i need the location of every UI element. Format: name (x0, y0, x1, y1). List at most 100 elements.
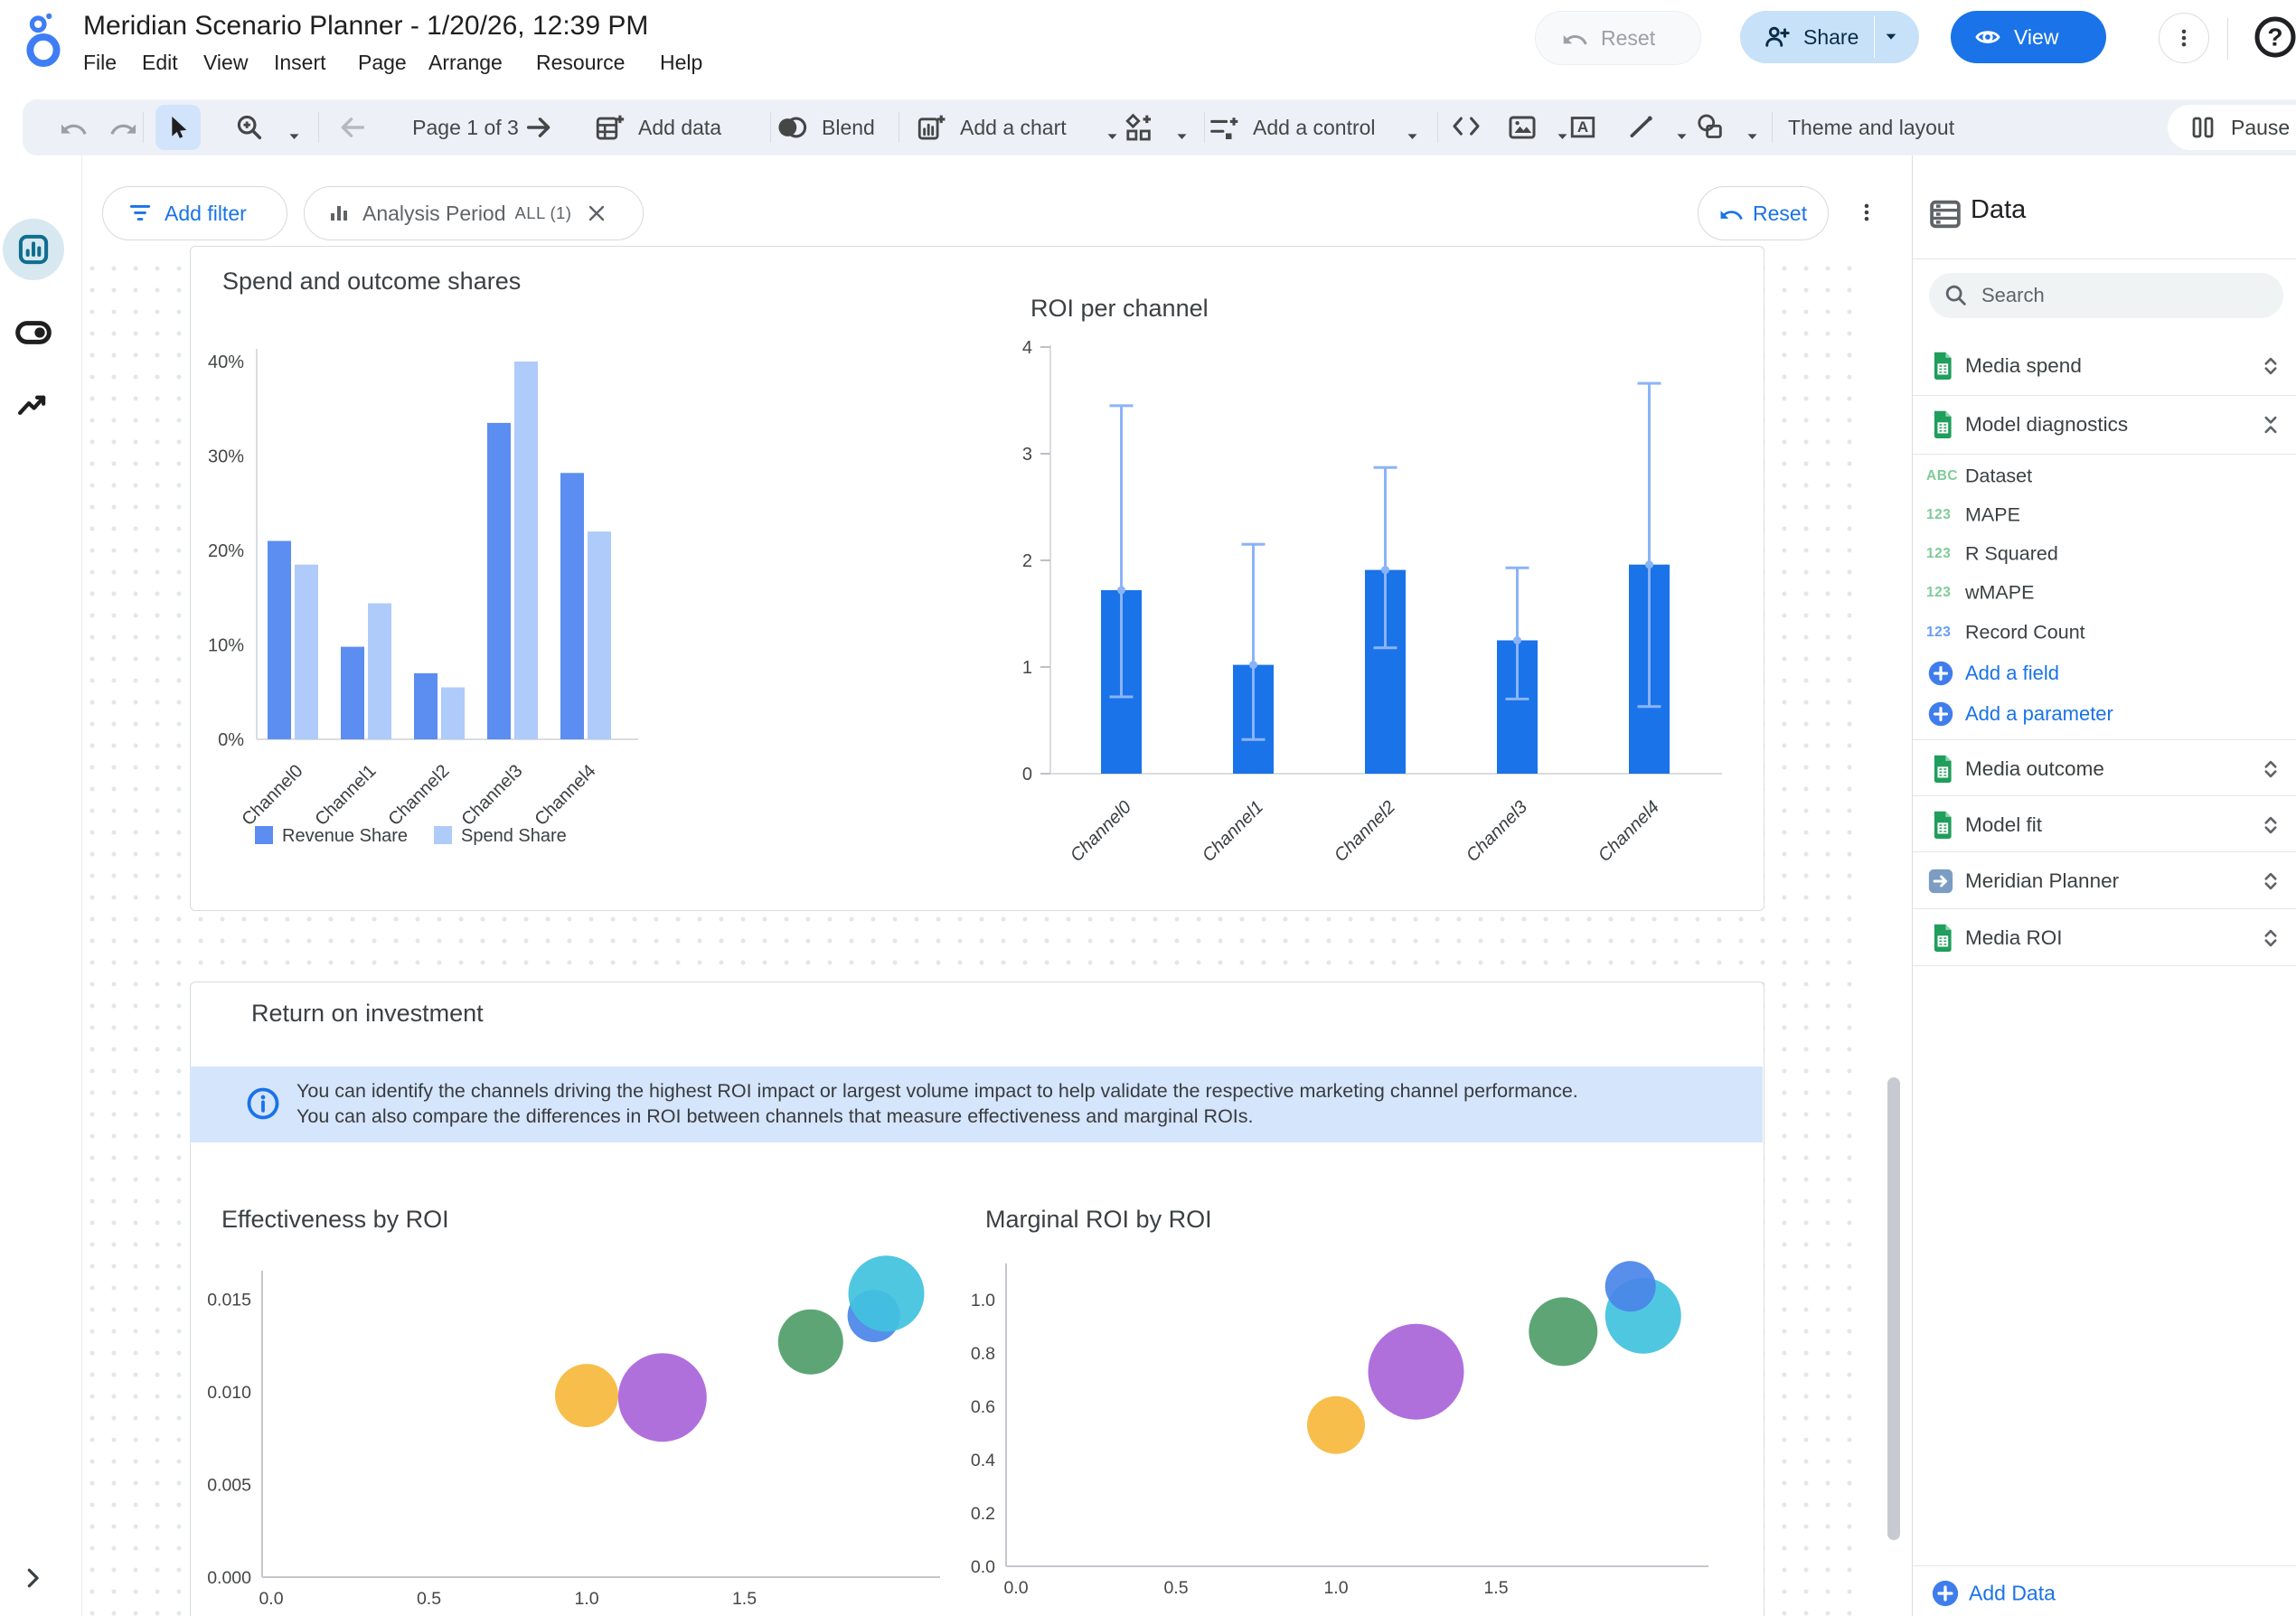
menu-view[interactable]: View (203, 51, 249, 74)
menu-insert[interactable]: Insert (274, 51, 326, 74)
chevron-down-icon[interactable] (1884, 30, 1898, 44)
three-dots-icon (1855, 201, 1878, 224)
field-wmape[interactable]: 123 wMAPE (1913, 574, 2296, 612)
add-data-icon[interactable] (594, 112, 625, 143)
prev-page-button[interactable] (337, 112, 368, 143)
analysis-period-filter-chip[interactable]: Analysis Period ALL (1) (304, 186, 644, 240)
zoom-caret-icon[interactable] (278, 121, 309, 152)
help-button[interactable]: ? (2253, 14, 2296, 60)
data-source-media-roi[interactable]: Media ROI (1913, 909, 2296, 966)
data-source-meridian-planner[interactable]: Meridian Planner (1913, 852, 2296, 909)
community-widgets-icon[interactable] (1124, 112, 1154, 143)
add-chart-icon[interactable] (916, 112, 946, 143)
add-control-button[interactable]: Add a control (1253, 116, 1376, 139)
panel-divider (1913, 454, 2296, 455)
add-a-field-button[interactable]: Add a field (1913, 653, 2296, 693)
expand-icon[interactable] (2258, 925, 2283, 951)
line-caret-icon[interactable] (1666, 121, 1697, 152)
data-source-media-spend[interactable]: Media spend (1913, 337, 2296, 394)
data-source-label: Media spend (1965, 353, 2082, 377)
connector-icon (1927, 868, 1954, 895)
add-data-button[interactable]: Add data (638, 116, 722, 139)
field-mape[interactable]: 123 MAPE (1913, 496, 2296, 534)
data-panel-title: Data (1971, 195, 2027, 224)
data-source-model-fit[interactable]: Model fit (1913, 796, 2296, 853)
text-box-icon[interactable]: A (1568, 112, 1599, 143)
header-reset-label: Reset (1601, 25, 1656, 50)
shape-caret-icon[interactable] (1736, 121, 1767, 152)
redo-button[interactable] (108, 112, 139, 143)
cursor-icon (164, 113, 193, 142)
filter-bar-more-button[interactable] (1855, 192, 1878, 233)
close-icon[interactable] (586, 202, 607, 224)
zoom-tool-button[interactable] (234, 112, 265, 143)
svg-text:?: ? (2267, 23, 2282, 52)
theme-layout-button[interactable]: Theme and layout (1788, 116, 1955, 139)
field-label: MAPE (1965, 503, 2020, 526)
header-reset-button[interactable]: Reset (1535, 11, 1701, 65)
add-chart-caret-icon[interactable] (1096, 121, 1127, 152)
toggle-icon (15, 315, 52, 351)
collapse-icon[interactable] (2258, 412, 2283, 437)
data-source-label: Media outcome (1965, 756, 2104, 780)
add-control-caret-icon[interactable] (1397, 121, 1427, 152)
chevron-right-icon (21, 1565, 46, 1591)
rail-controls-tab[interactable] (15, 315, 52, 351)
action-label: Add a field (1965, 662, 2059, 684)
rail-expand-button[interactable] (21, 1565, 46, 1591)
search-input[interactable] (1980, 283, 2254, 308)
expand-icon[interactable] (2258, 869, 2283, 894)
info-banner-text: You can identify the channels driving th… (296, 1080, 1578, 1127)
expand-icon[interactable] (2258, 813, 2283, 838)
search-box[interactable] (1929, 273, 2283, 318)
menu-arrange[interactable]: Arrange (428, 51, 503, 74)
charts-card-top[interactable] (190, 246, 1764, 911)
rail-trends-tab[interactable] (16, 389, 51, 423)
share-button[interactable]: Share (1740, 11, 1919, 63)
data-source-media-outcome[interactable]: Media outcome (1913, 740, 2296, 797)
canvas-reset-button[interactable]: Reset (1698, 186, 1829, 240)
blend-icon[interactable] (776, 112, 807, 143)
header-more-menu-button[interactable] (2159, 13, 2209, 63)
data-source-label: Model fit (1965, 813, 2043, 836)
sheets-icon (1927, 351, 1958, 381)
shape-tool-icon[interactable] (1695, 112, 1726, 143)
field-record-count[interactable]: 123 Record Count (1913, 614, 2296, 652)
sheets-icon (1927, 409, 1958, 440)
expand-icon[interactable] (2258, 756, 2283, 782)
menu-edit[interactable]: Edit (142, 51, 178, 74)
select-tool-button[interactable] (155, 105, 201, 150)
menu-help[interactable]: Help (660, 51, 703, 74)
expand-icon[interactable] (2258, 353, 2283, 379)
add-filter-chip[interactable]: Add filter (102, 186, 287, 240)
next-page-button[interactable] (523, 112, 554, 143)
sheets-icon (1927, 810, 1958, 841)
embed-code-icon[interactable] (1451, 112, 1482, 143)
add-control-icon[interactable] (1209, 112, 1239, 143)
widgets-caret-icon[interactable] (1166, 121, 1197, 152)
add-chart-button[interactable]: Add a chart (960, 116, 1067, 139)
add-a-parameter-button[interactable]: Add a parameter (1913, 694, 2296, 734)
field-dataset[interactable]: ABC Dataset (1913, 457, 2296, 495)
rail-report-tab-active[interactable] (3, 219, 64, 280)
chart-title-roi-per-channel: ROI per channel (1030, 295, 1209, 322)
pause-updates-button[interactable]: Pause u (2168, 105, 2296, 150)
data-source-model-diagnostics[interactable]: Model diagnostics (1913, 396, 2296, 453)
line-tool-icon[interactable] (1626, 112, 1657, 143)
image-caret-icon[interactable] (1547, 121, 1577, 152)
add-data-button[interactable]: Add Data (1913, 1574, 2296, 1613)
menu-page[interactable]: Page (358, 51, 407, 74)
undo-button[interactable] (58, 112, 89, 143)
canvas-scrollbar[interactable] (1887, 1077, 1900, 1540)
view-button[interactable]: View (1951, 11, 2106, 63)
menu-resource[interactable]: Resource (536, 51, 626, 74)
blend-button[interactable]: Blend (822, 116, 875, 139)
field-r-squared[interactable]: 123 R Squared (1913, 535, 2296, 573)
page-title: Meridian Scenario Planner - 1/20/26, 12:… (83, 11, 649, 41)
field-type-icon: 123 (1926, 625, 1952, 640)
menu-file[interactable]: File (83, 51, 118, 74)
add-data-label: Add Data (1969, 1581, 2056, 1605)
field-type-icon: 123 (1926, 507, 1952, 522)
image-tool-icon[interactable] (1507, 112, 1538, 143)
